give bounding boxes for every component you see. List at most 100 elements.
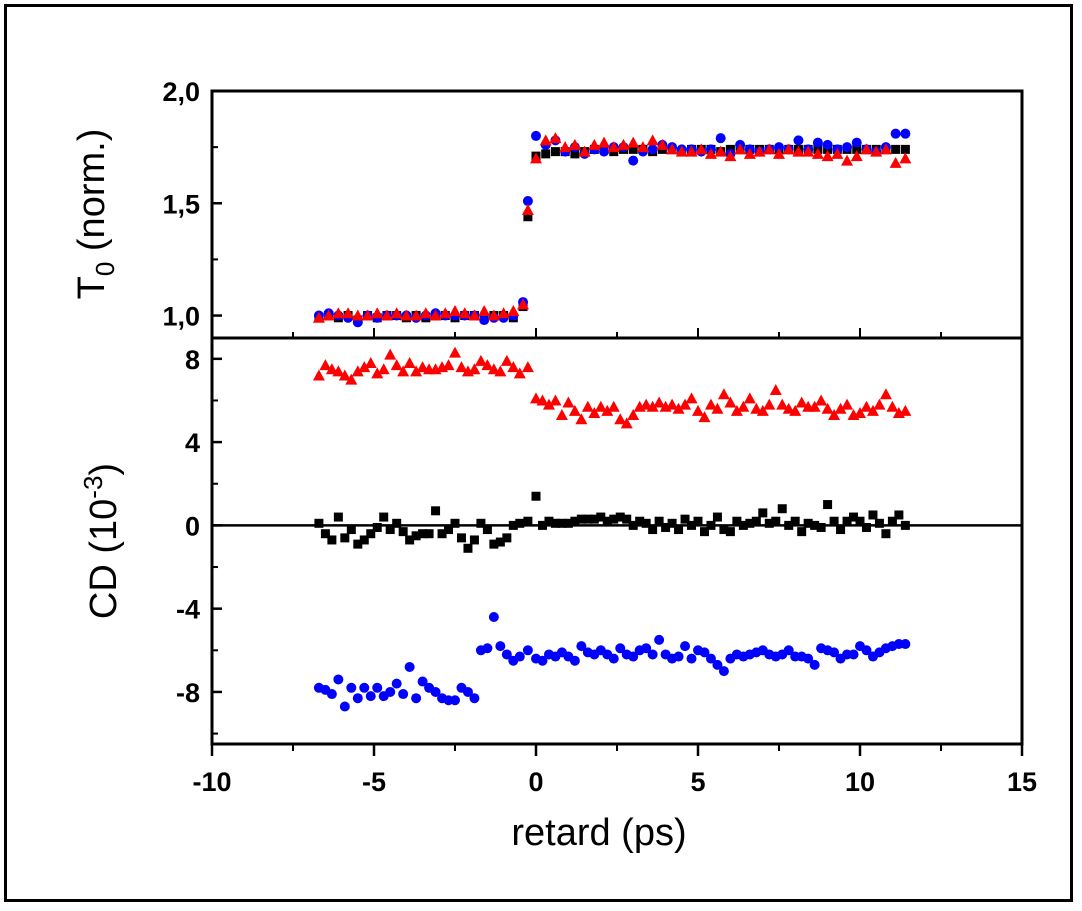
top-point-triangle: [322, 309, 335, 321]
top-point-triangle: [351, 309, 364, 321]
bottom-point-square: [583, 514, 593, 524]
bottom-point-square: [550, 518, 560, 528]
bottom-point-triangle: [542, 398, 555, 410]
bottom-point-triangle: [620, 417, 633, 429]
bottom-point-triangle: [351, 365, 364, 377]
bottom-point-square: [887, 516, 897, 526]
bottom-point-square: [842, 516, 852, 526]
top-point-square: [852, 144, 862, 154]
bottom-point-triangle: [397, 365, 410, 377]
bottom-point-square: [418, 529, 428, 539]
top-point-square: [900, 144, 910, 154]
bottom-point-triangle: [653, 396, 666, 408]
bottom-point-square: [764, 518, 774, 528]
bottom-point-square: [674, 525, 684, 535]
top-point-triangle: [598, 136, 611, 148]
bottom-point-triangle: [737, 400, 750, 412]
top-point-triangle: [850, 150, 863, 162]
bottom-point-square: [476, 518, 486, 528]
bottom-point-square: [693, 516, 703, 526]
top-point-triangle: [802, 145, 815, 157]
bottom-point-circle: [705, 653, 716, 664]
top-y-tick-label: 1,5: [162, 189, 200, 219]
bottom-point-square: [810, 520, 820, 530]
bottom-point-triangle: [549, 394, 562, 406]
top-point-circle: [793, 135, 804, 146]
bottom-point-square: [635, 516, 645, 526]
bottom-point-square: [628, 520, 638, 530]
top-point-triangle: [763, 143, 776, 155]
bottom-point-square: [706, 520, 716, 530]
top-point-triangle: [675, 145, 688, 157]
top-y-tick-label: 1,0: [162, 302, 200, 332]
top-point-triangle: [410, 309, 423, 321]
bottom-point-square: [366, 529, 376, 539]
top-point-triangle: [449, 305, 461, 317]
top-point-triangle: [782, 143, 795, 155]
bottom-point-square: [615, 512, 625, 522]
bottom-point-circle: [398, 689, 409, 700]
top-point-triangle: [811, 147, 824, 159]
bottom-point-square: [469, 535, 479, 545]
bottom-point-triangle: [646, 400, 659, 412]
bottom-point-square: [437, 529, 447, 539]
bottom-y-tick-label: 8: [185, 345, 200, 375]
bottom-point-triangle: [494, 365, 507, 377]
bottom-point-triangle: [507, 361, 520, 373]
top-point-triangle: [517, 298, 530, 310]
bottom-point-triangle: [724, 396, 737, 408]
bottom-point-triangle: [555, 409, 568, 421]
bottom-point-square: [508, 520, 518, 530]
bottom-point-square: [654, 516, 664, 526]
bottom-point-square: [784, 520, 794, 530]
bottom-point-circle: [608, 653, 619, 664]
bottom-point-triangle: [371, 367, 384, 379]
bottom-point-triangle: [866, 404, 879, 416]
top-point-circle: [890, 128, 901, 139]
bottom-point-circle: [686, 653, 697, 664]
top-point-triangle: [889, 156, 902, 168]
bottom-point-triangle: [601, 404, 614, 416]
bottom-point-triangle: [332, 365, 345, 377]
bottom-point-triangle: [390, 359, 403, 371]
top-point-triangle: [821, 150, 834, 162]
top-y-axis-title: T0 (norm.): [71, 129, 120, 300]
bottom-point-triangle: [581, 400, 594, 412]
bottom-point-triangle: [672, 402, 685, 414]
x-tick-label: 5: [690, 767, 705, 797]
bottom-point-triangle: [776, 398, 789, 410]
bottom-point-square: [823, 500, 833, 510]
bottom-point-circle: [569, 655, 580, 666]
top-point-triangle: [714, 145, 727, 157]
bottom-point-circle: [699, 647, 710, 658]
bottom-point-square: [894, 510, 904, 520]
bottom-point-triangle: [345, 373, 358, 385]
x-tick-label: -5: [362, 767, 386, 797]
bottom-point-square: [531, 491, 541, 501]
bottom-point-triangle: [319, 359, 332, 371]
bottom-panel-ticks: -8 -4 0 4 8 -10 -5 0 5 10 15: [176, 345, 1037, 797]
bottom-point-triangle: [588, 406, 601, 418]
bottom-point-square: [405, 535, 415, 545]
top-point-triangle: [568, 138, 581, 150]
bottom-point-square: [602, 516, 612, 526]
bottom-point-circle: [365, 691, 376, 702]
bottom-point-circle: [404, 661, 415, 672]
bottom-point-triangle: [899, 404, 912, 416]
top-point-triangle: [870, 145, 883, 157]
bottom-point-square: [482, 525, 492, 535]
bottom-point-triangle: [358, 361, 371, 373]
bottom-point-circle: [628, 651, 639, 662]
bottom-point-triangle: [521, 361, 534, 373]
top-point-triangle: [487, 309, 500, 321]
bottom-point-square: [874, 518, 884, 528]
top-point-triangle: [656, 138, 669, 150]
top-point-triangle: [507, 305, 520, 317]
top-point-square: [570, 149, 580, 159]
bottom-point-triangle: [730, 404, 743, 416]
bottom-point-square: [855, 516, 865, 526]
bottom-point-triangle: [717, 388, 730, 400]
top-point-square: [541, 149, 551, 159]
bottom-point-triangle: [442, 359, 455, 371]
bottom-point-triangle: [834, 402, 847, 414]
